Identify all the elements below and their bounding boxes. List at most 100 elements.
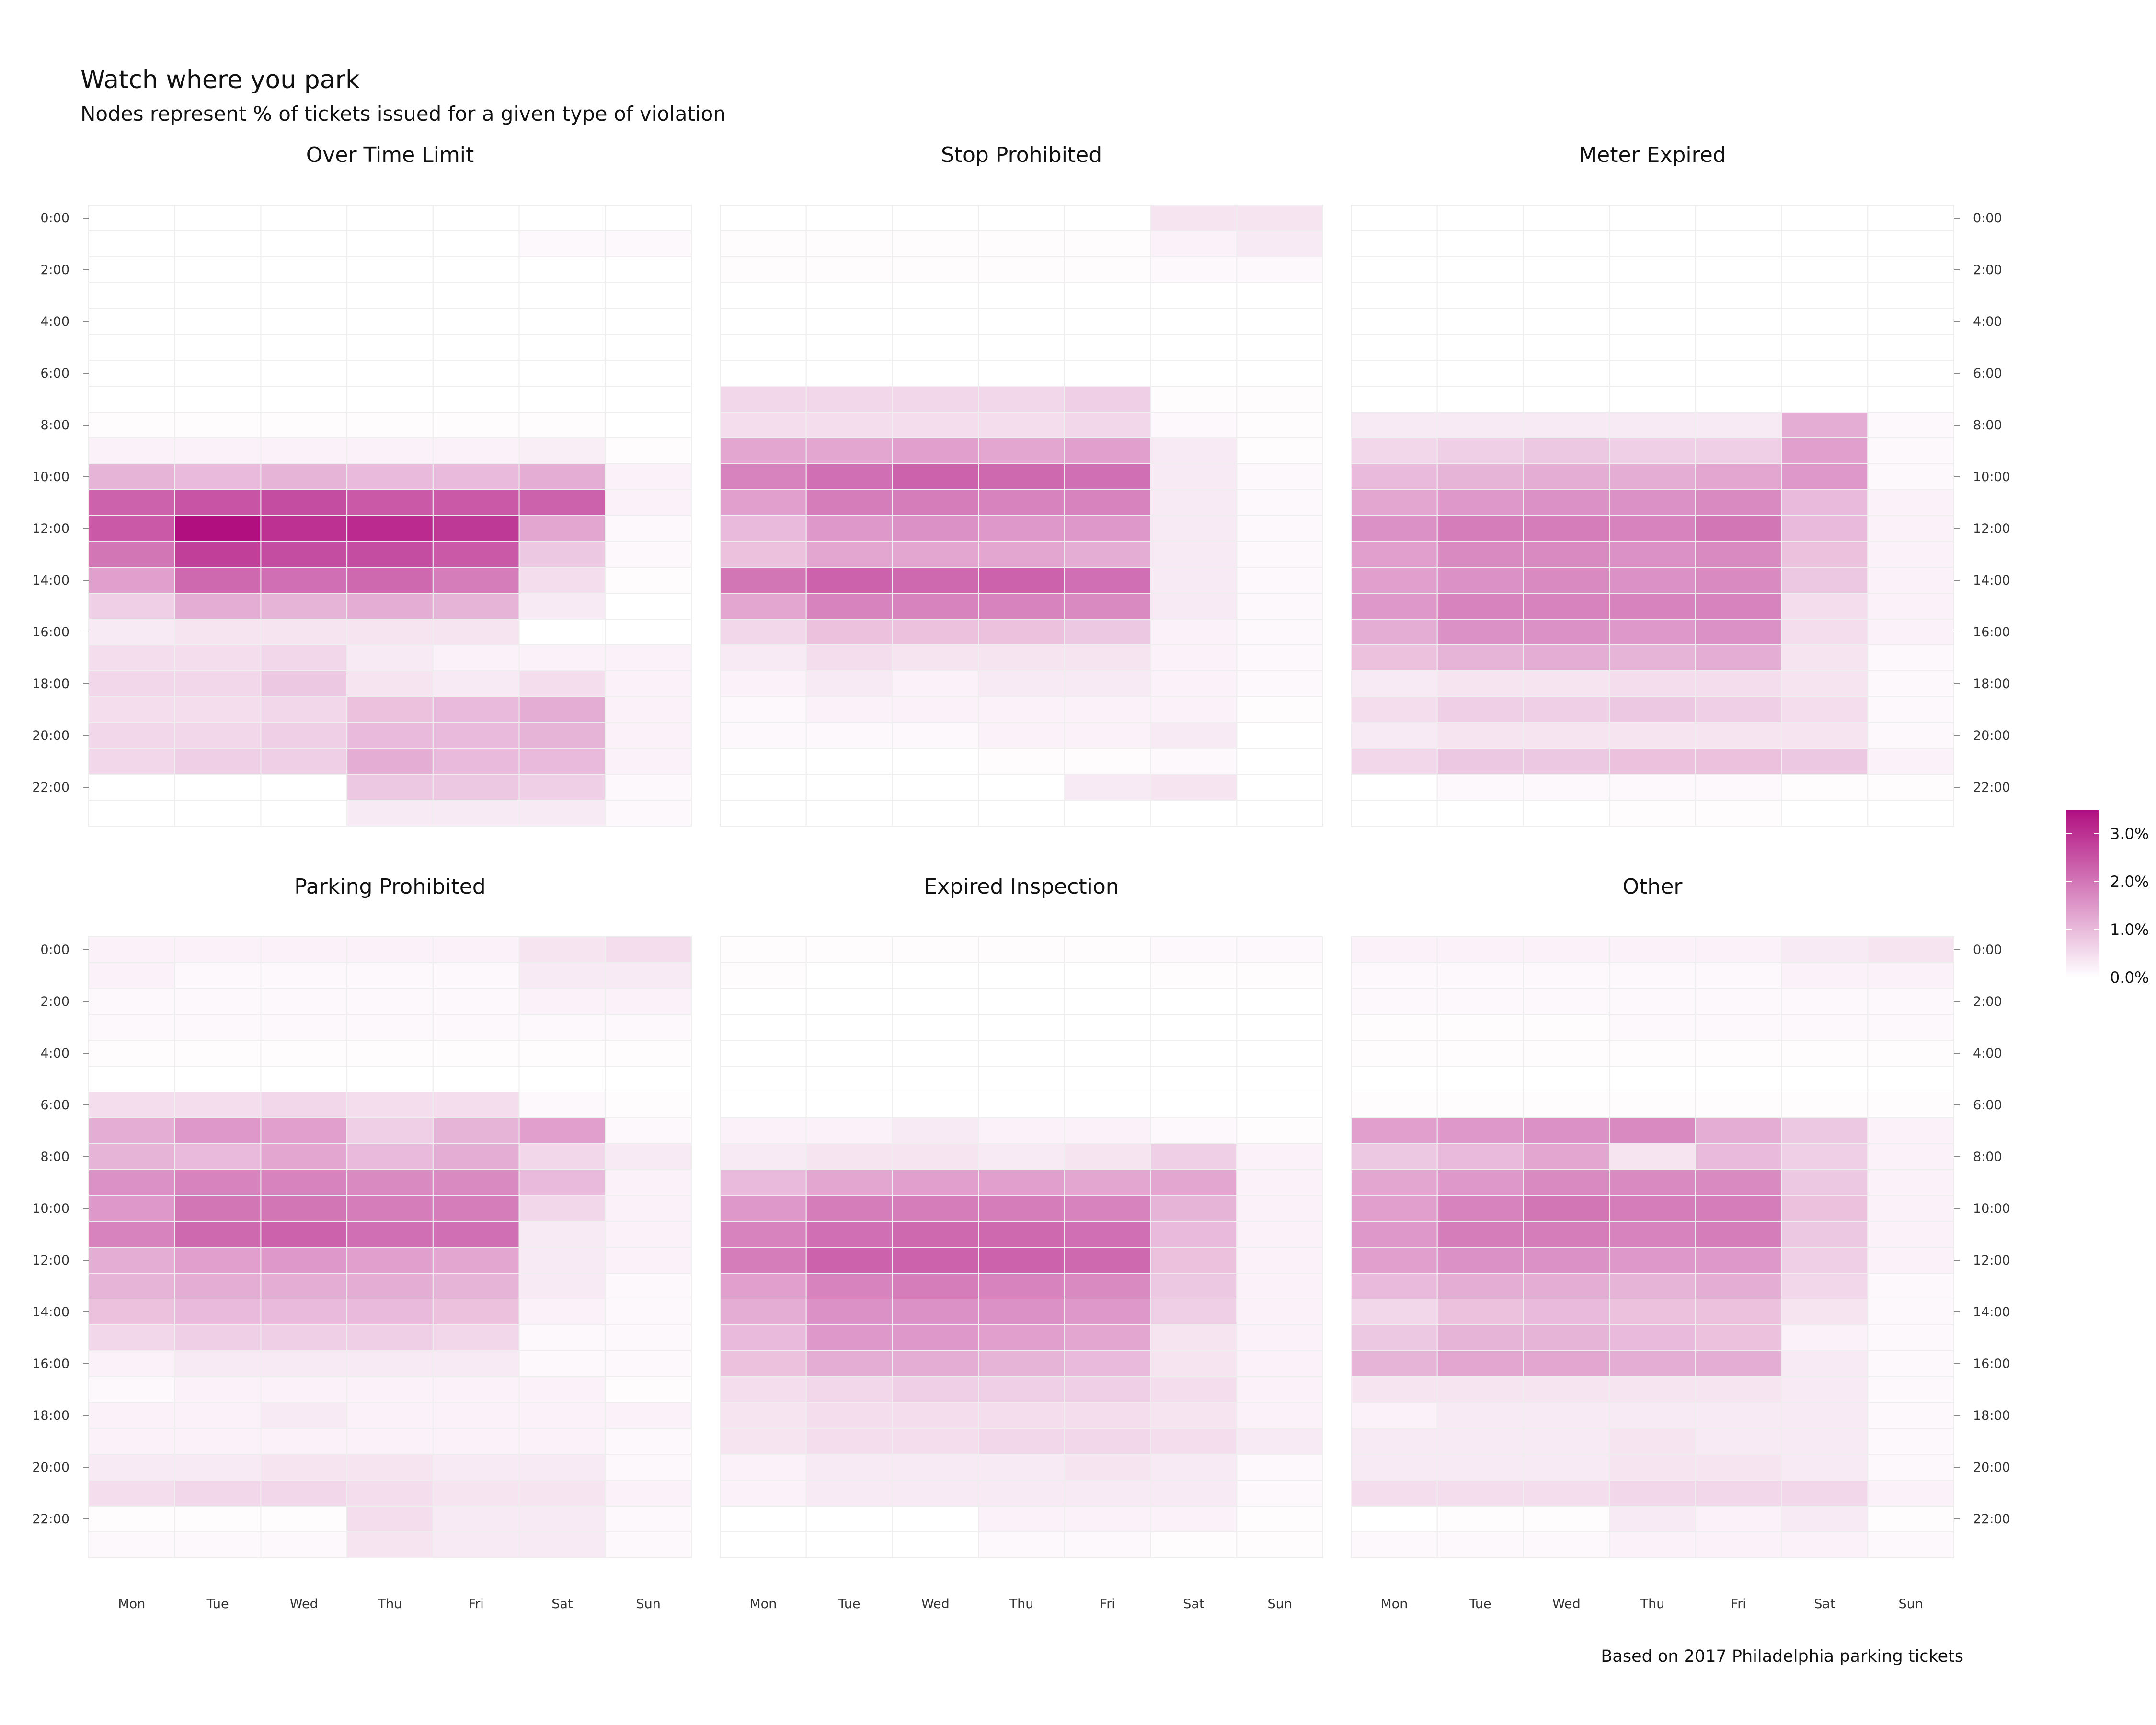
heatmap-cell — [1150, 1092, 1238, 1118]
legend-ticks: 0.0% 1.0% 2.0% 3.0% — [2066, 825, 2149, 987]
heatmap-cell — [1436, 1143, 1524, 1170]
hour-tick-label: 14:00 — [1973, 1305, 2010, 1320]
heatmap-cell — [432, 1066, 520, 1092]
heatmap-cell — [1064, 1221, 1151, 1248]
heatmap-cell — [1781, 489, 1869, 516]
heatmap-cell — [1436, 463, 1524, 490]
day-tick-label: Sun — [1267, 1597, 1292, 1611]
heatmap-cell — [518, 412, 606, 438]
hour-tick-label: 22:00 — [1973, 1512, 2010, 1527]
hour-tick-label: 20:00 — [1973, 728, 2010, 743]
heatmap-cell — [1867, 386, 1955, 413]
heatmap-cell — [720, 463, 807, 490]
heatmap-cell — [174, 962, 262, 989]
heatmap-cell — [720, 1402, 807, 1429]
heatmap-cell — [1609, 1428, 1696, 1455]
hour-tick-label: 6:00 — [1973, 1098, 2002, 1113]
heatmap-cell — [892, 800, 979, 827]
heatmap-cell — [260, 256, 348, 283]
heatmap-cell — [1436, 282, 1524, 309]
heatmap-cell — [1867, 1273, 1955, 1300]
heatmap-cell — [174, 230, 262, 257]
heatmap-cell — [805, 256, 893, 283]
heatmap-cell — [88, 1273, 175, 1300]
heatmap-cell — [432, 463, 520, 490]
facet-panel: Over Time Limit 0:00 2:00 4:00 6:00 8:00 10:00… — [32, 143, 692, 827]
heatmap-cell — [1436, 1117, 1524, 1144]
heatmap-cell — [805, 308, 893, 335]
legend-tick-label: 2.0% — [2110, 873, 2149, 891]
heatmap-cell — [88, 1402, 175, 1429]
heatmap-cell — [1351, 1506, 1438, 1532]
hour-tick-label: 12:00 — [1973, 1253, 2010, 1268]
heatmap-cell — [1523, 1428, 1610, 1455]
heatmap-cell — [892, 412, 979, 438]
heatmap-cell — [1609, 800, 1696, 827]
heatmap-cell — [1351, 774, 1438, 801]
legend-tick-label: 1.0% — [2110, 920, 2149, 939]
heatmap-cell — [1351, 308, 1438, 335]
heatmap-cell — [88, 644, 175, 671]
heatmap-cell — [892, 1402, 979, 1429]
heatmap-cell — [1695, 437, 1782, 464]
heatmap-cell — [1695, 1273, 1782, 1300]
heatmap-cell — [1867, 515, 1955, 542]
heatmap-cell — [432, 1480, 520, 1506]
heatmap-cell — [1781, 644, 1869, 671]
heatmap-cell — [432, 1350, 520, 1377]
heatmap-cell — [1523, 1531, 1610, 1558]
heatmap-cell — [1523, 489, 1610, 516]
heatmap-cell — [1867, 1014, 1955, 1041]
heatmap-cell — [1064, 386, 1151, 413]
heatmap-cell — [346, 1376, 434, 1403]
heatmap-cell — [978, 412, 1065, 438]
heatmap-cell — [1867, 593, 1955, 620]
heatmap-cell — [1436, 1040, 1524, 1067]
heatmap-cell — [174, 722, 262, 749]
heatmap-cell — [174, 437, 262, 464]
heatmap-cell — [978, 1247, 1065, 1274]
hour-tick-label: 16:00 — [1973, 1357, 2010, 1371]
legend-tick-label: 3.0% — [2110, 825, 2149, 843]
heatmap-cell — [892, 722, 979, 749]
heatmap-cell — [346, 256, 434, 283]
heatmap-cell — [605, 1454, 692, 1481]
heatmap-cell — [1523, 1480, 1610, 1506]
heatmap-cell — [346, 1195, 434, 1222]
heatmap-cell — [1351, 1247, 1438, 1274]
heatmap-cell — [1064, 1247, 1151, 1274]
heatmap-cell — [432, 1169, 520, 1196]
heatmap-cell — [1436, 489, 1524, 516]
heatmap-cell — [720, 619, 807, 645]
heatmap-cell — [518, 489, 606, 516]
heatmap-cell — [260, 1454, 348, 1481]
heatmap-cell — [88, 1454, 175, 1481]
heatmap-cell — [346, 437, 434, 464]
heatmap-cell — [1609, 1350, 1696, 1377]
heatmap-cell — [88, 230, 175, 257]
heatmap-cell — [88, 670, 175, 697]
heatmap-cell — [88, 463, 175, 490]
heatmap-cell — [1867, 1247, 1955, 1274]
heatmap-cell — [1781, 800, 1869, 827]
heatmap-cell — [720, 1143, 807, 1170]
heatmap-cell — [720, 1273, 807, 1300]
day-tick-label: Fri — [1100, 1597, 1115, 1611]
heatmap-cell — [1236, 722, 1324, 749]
heatmap-cell — [260, 1531, 348, 1558]
heatmap-cell — [805, 1092, 893, 1118]
heatmap-cell — [1867, 1531, 1955, 1558]
heatmap-cell — [1781, 1040, 1869, 1067]
heatmap-cell — [1523, 1066, 1610, 1092]
heatmap-cell — [978, 800, 1065, 827]
heatmap-cell — [88, 308, 175, 335]
heatmap-cell — [1695, 1143, 1782, 1170]
heatmap-cell — [260, 1299, 348, 1325]
heatmap-cell — [978, 1531, 1065, 1558]
heatmap-cell — [88, 1195, 175, 1222]
heatmap-cell — [605, 1324, 692, 1351]
heatmap-cell — [518, 360, 606, 387]
heatmap-cell — [174, 1402, 262, 1429]
heatmap-cell — [720, 541, 807, 568]
heatmap-cell — [720, 1221, 807, 1248]
